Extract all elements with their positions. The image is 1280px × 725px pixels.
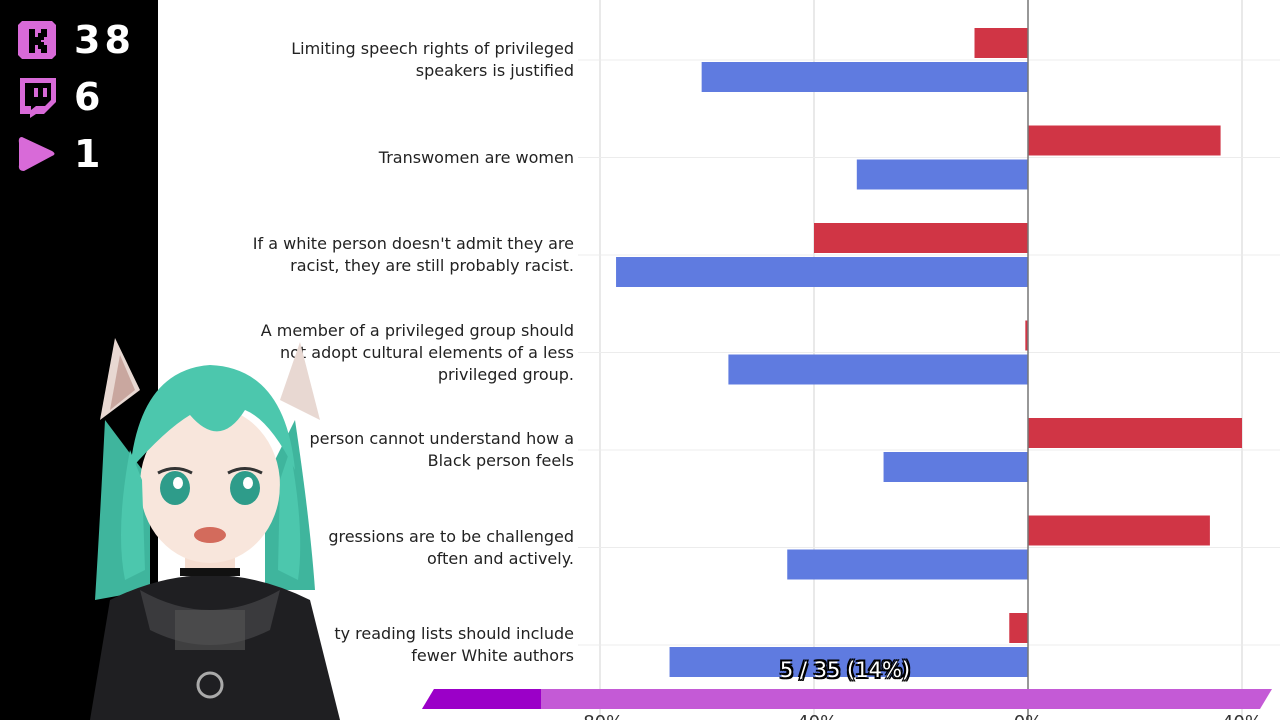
bar [1025,320,1028,351]
youtube-icon [16,133,58,175]
category-label: Limiting speech rights of privileged spea… [291,38,574,82]
category-label-line: If a white person doesn't admit they are [252,234,574,253]
category-label-line: racist, they are still probably racist. [290,256,574,275]
vtuber-avatar [70,330,350,720]
x-tick-label: -80% [577,712,624,720]
category-label-line: privileged group. [437,364,574,384]
bar-chart: -80% -40% 0% 40% Limiting speech rights of … [158,0,1280,720]
kick-counter: 38 [16,18,135,62]
category-label-line: Black person feels [427,451,574,470]
category-label-line: ty reading lists should include [334,624,574,643]
category-label: Transwomen are women [379,147,574,169]
twitch-count: 6 [74,75,105,119]
bar [1009,613,1028,643]
category-label: gressions are to be challenged often and … [328,526,574,570]
bar [1028,125,1221,156]
category-label-line: speakers is justified [415,61,574,80]
progress-bar [422,689,1272,709]
category-label-line: not adopt cultural elements of a less [279,342,574,362]
x-tick-label: 40% [1222,712,1262,720]
progress-bar-fill [422,689,541,709]
category-label: A member of a privileged group should not… [261,320,574,386]
category-label: person cannot understand how a Black pers… [309,428,574,472]
twitch-counter: 6 [16,75,104,119]
bar [1028,515,1210,546]
youtube-count: 1 [74,132,105,176]
kick-count: 38 [74,18,135,62]
bar [669,647,1028,677]
bar [814,223,1028,253]
x-tick-label: 0% [1014,712,1043,720]
bar [616,257,1028,287]
bar [728,354,1028,385]
youtube-counter: 1 [16,132,104,176]
bar [1028,418,1242,448]
category-label-line: fewer White authors [411,646,574,665]
bar [974,28,1028,58]
chart-canvas: -80% -40% 0% 40% [577,0,1280,720]
category-label: If a white person doesn't admit they are… [253,233,574,277]
category-label-line: often and actively. [426,548,574,568]
kick-icon [16,19,58,61]
progress-text: 5 / 35 (14%) [779,658,911,682]
bar [856,159,1028,190]
bar [883,452,1028,482]
bar [701,62,1028,92]
stream-counters-panel: 38 6 1 [0,0,158,720]
category-label-line: Transwomen are women [378,147,574,167]
bar [787,549,1028,580]
x-tick-label: -40% [791,712,838,720]
category-label-line: Limiting speech rights of privileged [291,39,574,58]
twitch-icon [16,76,58,118]
category-label-line: A member of a privileged group should [260,320,574,340]
category-label: ty reading lists should include fewer Whi… [334,623,574,667]
category-label-line: gressions are to be challenged [328,526,574,546]
category-label-line: person cannot understand how a [309,429,574,448]
